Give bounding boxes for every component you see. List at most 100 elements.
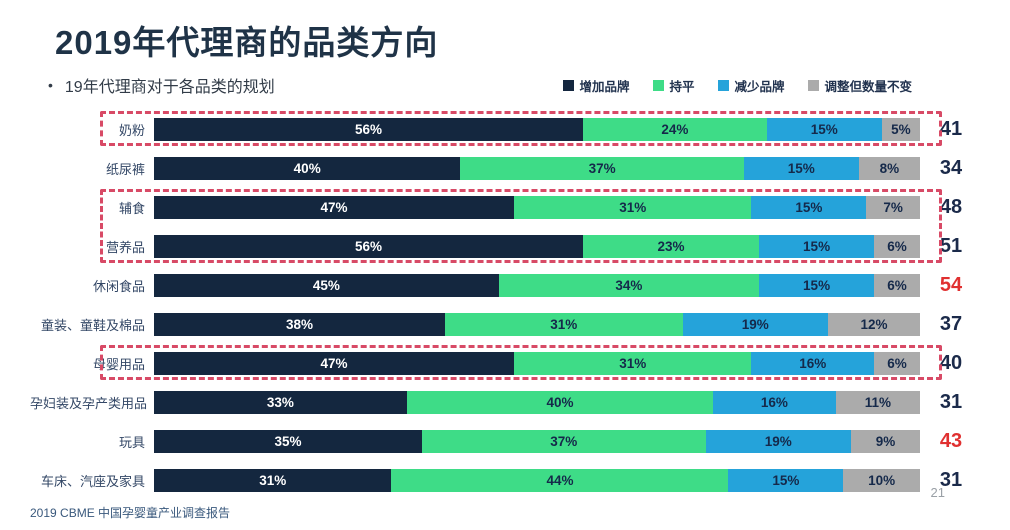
- bar-segment: 23%: [582, 235, 760, 258]
- bar-segment: 15%: [766, 118, 882, 141]
- bar-segment: 8%: [858, 157, 920, 180]
- row-total: 51: [939, 235, 963, 257]
- bar-segment: 35%: [154, 430, 423, 453]
- stacked-bar: 40% 37% 15% 8%: [154, 157, 920, 180]
- legend-label: 增加品牌: [579, 79, 630, 94]
- legend-swatch-icon: [563, 79, 575, 91]
- row-total: 48: [939, 196, 963, 218]
- chart-row-7: 孕妇装及孕产类用品 33% 40% 16% 11% 31: [30, 383, 982, 422]
- category-label: 孕妇装及孕产类用品: [30, 396, 148, 411]
- category-label: 奶粉: [118, 123, 145, 138]
- legend-item-2: 减少品牌: [718, 76, 784, 95]
- subtitle-wrap: • 19年代理商对于各品类的规划: [48, 73, 275, 97]
- bar-segment: 16%: [713, 391, 836, 414]
- chart-row-5: 童装、童鞋及棉品 38% 31% 19% 12% 37: [30, 305, 982, 344]
- subhead-row: • 19年代理商对于各品类的规划 增加品牌 持平 减少品牌 调整但数量不变: [48, 73, 970, 97]
- stacked-bar: 38% 31% 19% 12%: [154, 313, 920, 336]
- bar-segment: 56%: [154, 118, 583, 141]
- bar-segment: 9%: [851, 430, 920, 453]
- stacked-bar: 33% 40% 16% 11%: [154, 391, 920, 414]
- row-total: 43: [939, 430, 963, 452]
- bar-segment: 56%: [154, 235, 583, 258]
- subtitle: 19年代理商对于各品类的规划: [64, 79, 275, 96]
- stacked-bar: 47% 31% 15% 7%: [154, 196, 920, 219]
- bar-segment: 31%: [154, 469, 392, 492]
- bar-segment: 7%: [866, 196, 920, 219]
- bar-segment: 40%: [406, 391, 714, 414]
- chart-legend: 增加品牌 持平 减少品牌 调整但数量不变: [563, 76, 912, 95]
- bar-segment: 15%: [728, 469, 844, 492]
- source-note: 2019 CBME 中国孕婴童产业调查报告: [30, 506, 231, 520]
- bar-segment: 34%: [498, 274, 760, 297]
- bullet-icon: •: [48, 77, 53, 93]
- bar-segment: 31%: [445, 313, 683, 336]
- stacked-bar: 56% 24% 15% 5%: [154, 118, 920, 141]
- legend-label: 调整但数量不变: [824, 79, 912, 94]
- bar-segment: 44%: [391, 469, 729, 492]
- bar-segment: 33%: [154, 391, 407, 414]
- bar-segment: 47%: [154, 196, 515, 219]
- bar-segment: 10%: [843, 469, 920, 492]
- chart-row-9: 车床、汽座及家具 31% 44% 15% 10% 31: [30, 461, 982, 500]
- chart-row-4: 休闲食品 45% 34% 15% 6% 54: [30, 266, 982, 305]
- stacked-bar: 31% 44% 15% 10%: [154, 469, 920, 492]
- row-total: 54: [939, 274, 963, 296]
- stacked-bar-chart: 奶粉 56% 24% 15% 5% 41 纸尿裤 40% 37% 15% 8% 34 辅食 47% 31% 1…: [30, 110, 982, 500]
- chart-row-1: 纸尿裤 40% 37% 15% 8% 34: [30, 149, 982, 188]
- chart-row-8: 玩具 35% 37% 19% 9% 43: [30, 422, 982, 461]
- row-total: 40: [939, 352, 963, 374]
- legend-item-1: 持平: [653, 76, 694, 95]
- stacked-bar: 47% 31% 16% 6%: [154, 352, 920, 375]
- bar-segment: 38%: [154, 313, 446, 336]
- category-label: 母婴用品: [92, 357, 145, 372]
- bar-segment: 37%: [422, 430, 706, 453]
- bar-segment: 15%: [759, 235, 875, 258]
- row-total: 41: [939, 118, 963, 140]
- bar-segment: 16%: [751, 352, 875, 375]
- bar-segment: 40%: [154, 157, 461, 180]
- bar-segment: 47%: [154, 352, 515, 375]
- row-total: 31: [939, 391, 963, 413]
- legend-swatch-icon: [808, 79, 820, 91]
- bar-segment: 24%: [582, 118, 767, 141]
- bar-segment: 5%: [881, 118, 920, 141]
- page-title: 2019年代理商的品类方向: [55, 24, 439, 61]
- bar-segment: 15%: [751, 196, 867, 219]
- bar-segment: 19%: [682, 313, 829, 336]
- bar-segment: 37%: [460, 157, 744, 180]
- bar-segment: 6%: [874, 352, 920, 375]
- legend-swatch-icon: [718, 79, 730, 91]
- page-number: 21: [930, 485, 945, 500]
- category-label: 玩具: [118, 435, 145, 450]
- category-label: 车床、汽座及家具: [40, 474, 145, 489]
- category-label: 辅食: [118, 201, 145, 216]
- bar-segment: 45%: [154, 274, 499, 297]
- stacked-bar: 56% 23% 15% 6%: [154, 235, 920, 258]
- bar-segment: 11%: [835, 391, 920, 414]
- bar-segment: 15%: [759, 274, 875, 297]
- row-total: 37: [939, 313, 963, 335]
- stacked-bar: 35% 37% 19% 9%: [154, 430, 920, 453]
- row-total: 34: [939, 157, 963, 179]
- category-label: 营养品: [105, 240, 145, 255]
- bar-segment: 31%: [514, 196, 752, 219]
- chart-row-3: 营养品 56% 23% 15% 6% 51: [30, 227, 982, 266]
- bar-segment: 6%: [874, 274, 920, 297]
- bar-segment: 19%: [705, 430, 852, 453]
- stacked-bar: 45% 34% 15% 6%: [154, 274, 920, 297]
- bar-segment: 15%: [743, 157, 859, 180]
- bar-segment: 6%: [874, 235, 920, 258]
- bar-segment: 31%: [514, 352, 752, 375]
- chart-row-6: 母婴用品 47% 31% 16% 6% 40: [30, 344, 982, 383]
- bar-segment: 12%: [828, 313, 920, 336]
- legend-item-3: 调整但数量不变: [808, 76, 912, 95]
- legend-label: 持平: [669, 79, 695, 94]
- category-label: 童装、童鞋及棉品: [40, 318, 145, 333]
- category-label: 休闲食品: [92, 279, 145, 294]
- legend-item-0: 增加品牌: [563, 76, 629, 95]
- chart-row-0: 奶粉 56% 24% 15% 5% 41: [30, 110, 982, 149]
- chart-row-2: 辅食 47% 31% 15% 7% 48: [30, 188, 982, 227]
- row-total: 31: [939, 469, 963, 491]
- legend-label: 减少品牌: [734, 79, 785, 94]
